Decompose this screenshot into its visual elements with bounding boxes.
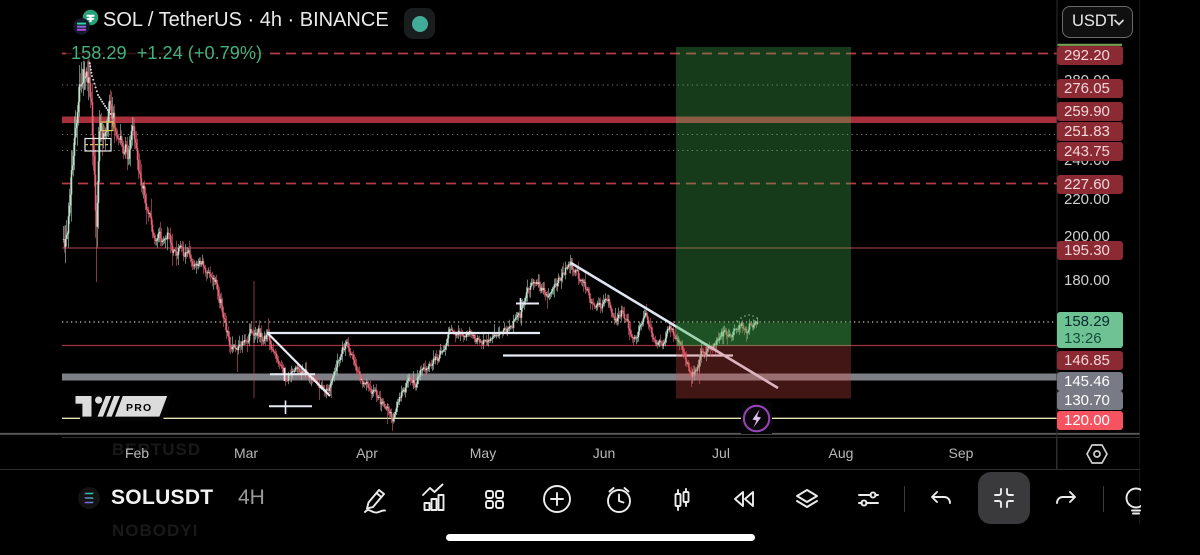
- svg-text:PRO: PRO: [126, 402, 152, 414]
